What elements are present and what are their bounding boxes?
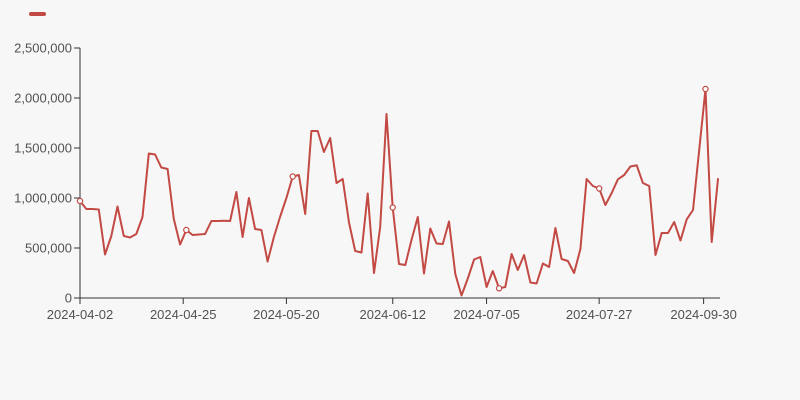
x-axis-label: 2024-04-02: [47, 307, 114, 322]
y-axis-label: 500,000: [25, 241, 72, 256]
y-axis-label: 2,500,000: [14, 41, 72, 56]
data-point-marker[interactable]: [389, 204, 396, 211]
x-axis-label: 2024-06-12: [359, 307, 426, 322]
x-axis-label: 2024-07-05: [453, 307, 520, 322]
x-axis-label: 2024-04-25: [150, 307, 217, 322]
y-axis-label: 0: [65, 291, 72, 306]
data-point-marker[interactable]: [495, 285, 503, 292]
x-axis-label: 2024-05-20: [253, 307, 320, 322]
data-point-marker[interactable]: [183, 226, 190, 234]
y-axis-label: 2,000,000: [14, 91, 72, 106]
y-axis-label: 1,500,000: [14, 141, 72, 156]
volume-line-series: [79, 88, 719, 297]
data-point-marker[interactable]: [76, 197, 84, 205]
data-point-marker[interactable]: [702, 85, 709, 93]
data-point-marker[interactable]: [289, 173, 296, 180]
data-point-marker[interactable]: [596, 185, 603, 192]
legend-line-mark: [29, 12, 46, 16]
x-axis-label: 2024-09-30: [670, 307, 737, 322]
x-axis-label: 2024-07-27: [566, 307, 633, 322]
y-axis-label: 1,000,000: [14, 191, 72, 206]
